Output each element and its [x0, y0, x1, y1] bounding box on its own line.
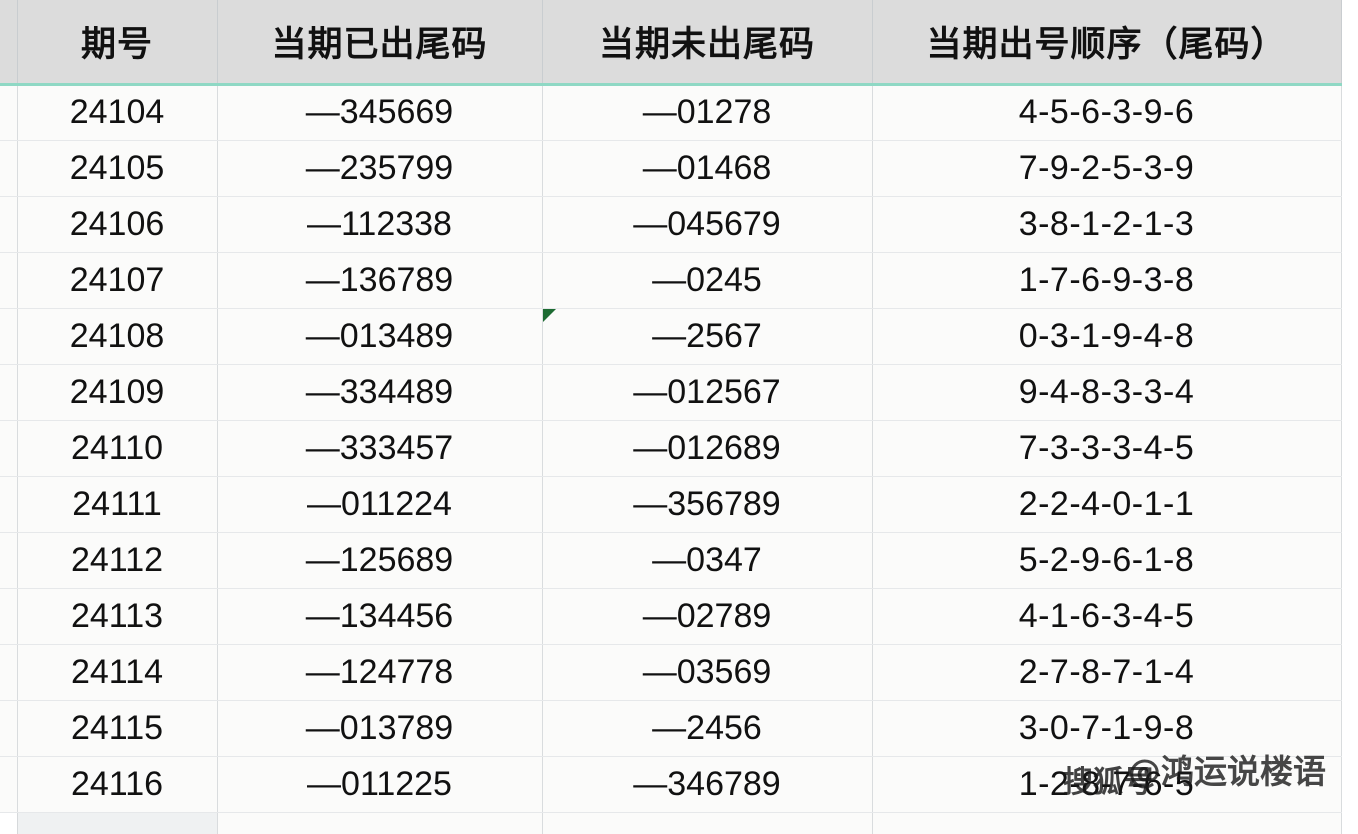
- cell-missing-tail-codes[interactable]: —356789: [542, 476, 873, 533]
- cell-draw-order[interactable]: 2-2-4-0-1-1: [872, 476, 1342, 533]
- cell-period[interactable]: 24116: [17, 756, 218, 813]
- row-gutter-cell: [0, 644, 18, 701]
- cell-period[interactable]: 24104: [17, 84, 218, 141]
- cell-missing-tail-codes[interactable]: —346789: [542, 756, 873, 813]
- table-body: 24104 —345669 —01278 4-5-6-3-9-6 24105 —23579…: [0, 84, 1342, 834]
- cell-draw-order[interactable]: 4-5-6-3-9-6: [872, 84, 1342, 141]
- column-header-draw-order[interactable]: 当期出号顺序（尾码）: [872, 0, 1342, 86]
- cell-missing-tail-codes[interactable]: —2456: [542, 700, 873, 757]
- cell-drawn-tail-codes[interactable]: —125689: [217, 532, 543, 589]
- cell-partial: [0, 812, 18, 834]
- cell-period[interactable]: 24113: [17, 588, 218, 645]
- cell-partial: [217, 812, 543, 834]
- cell-missing-tail-codes[interactable]: —0245: [542, 252, 873, 309]
- cell-draw-order[interactable]: 7-3-3-3-4-5: [872, 420, 1342, 477]
- cell-draw-order[interactable]: 9-4-8-3-3-4: [872, 364, 1342, 421]
- table-row[interactable]: 24107 —136789 —0245 1-7-6-9-3-8: [0, 252, 1342, 309]
- table-row[interactable]: 24110 —333457 —012689 7-3-3-3-4-5: [0, 420, 1342, 477]
- cell-missing-tail-codes[interactable]: —2567: [542, 308, 873, 365]
- table-row[interactable]: 24112 —125689 —0347 5-2-9-6-1-8: [0, 532, 1342, 589]
- cell-missing-tail-codes[interactable]: —012689: [542, 420, 873, 477]
- cell-drawn-tail-codes[interactable]: —011225: [217, 756, 543, 813]
- row-gutter-cell: [0, 700, 18, 757]
- cell-draw-order[interactable]: 0-3-1-9-4-8: [872, 308, 1342, 365]
- cell-draw-order[interactable]: 3-0-7-1-9-8: [872, 700, 1342, 757]
- row-gutter-cell: [0, 140, 18, 197]
- cell-comment-flag-icon: [542, 308, 556, 322]
- table-row[interactable]: 24109 —334489 —012567 9-4-8-3-3-4: [0, 364, 1342, 421]
- cell-draw-order[interactable]: 5-2-9-6-1-8: [872, 532, 1342, 589]
- table-row[interactable]: 24106 —112338 —045679 3-8-1-2-1-3: [0, 196, 1342, 253]
- cell-missing-tail-codes[interactable]: —012567: [542, 364, 873, 421]
- table-header: 期号 当期已出尾码 当期未出尾码 当期出号顺序（尾码）: [0, 0, 1342, 86]
- table-row[interactable]: 24104 —345669 —01278 4-5-6-3-9-6: [0, 84, 1342, 141]
- column-header-drawn-tail-codes[interactable]: 当期已出尾码: [217, 0, 543, 86]
- column-header-period[interactable]: 期号: [17, 0, 218, 86]
- row-gutter-cell: [0, 196, 18, 253]
- cell-missing-tail-codes[interactable]: —02789: [542, 588, 873, 645]
- row-gutter-cell: [0, 364, 18, 421]
- table-row-partial[interactable]: [0, 812, 1342, 834]
- table-header-row: 期号 当期已出尾码 当期未出尾码 当期出号顺序（尾码）: [0, 0, 1342, 86]
- row-gutter-header: [0, 0, 18, 86]
- cell-period[interactable]: 24114: [17, 644, 218, 701]
- cell-drawn-tail-codes[interactable]: —124778: [217, 644, 543, 701]
- cell-period[interactable]: 24110: [17, 420, 218, 477]
- cell-drawn-tail-codes[interactable]: —333457: [217, 420, 543, 477]
- cell-period[interactable]: 24111: [17, 476, 218, 533]
- cell-missing-tail-codes[interactable]: —0347: [542, 532, 873, 589]
- cell-drawn-tail-codes[interactable]: —112338: [217, 196, 543, 253]
- cell-period[interactable]: 24105: [17, 140, 218, 197]
- cell-drawn-tail-codes[interactable]: —013489: [217, 308, 543, 365]
- row-gutter-cell: [0, 308, 18, 365]
- cell-missing-tail-codes[interactable]: —045679: [542, 196, 873, 253]
- cell-partial: [17, 812, 218, 834]
- cell-drawn-tail-codes[interactable]: —334489: [217, 364, 543, 421]
- row-gutter-cell: [0, 420, 18, 477]
- table-row[interactable]: 24105 —235799 —01468 7-9-2-5-3-9: [0, 140, 1342, 197]
- row-gutter-cell: [0, 532, 18, 589]
- cell-draw-order[interactable]: 1-2-8-7-6-5: [872, 756, 1342, 813]
- table-row[interactable]: 24111 —011224 —356789 2-2-4-0-1-1: [0, 476, 1342, 533]
- cell-drawn-tail-codes[interactable]: —013789: [217, 700, 543, 757]
- row-gutter-cell: [0, 252, 18, 309]
- cell-missing-tail-codes[interactable]: —01278: [542, 84, 873, 141]
- cell-draw-order[interactable]: 7-9-2-5-3-9: [872, 140, 1342, 197]
- table-row[interactable]: 24108 —013489 —2567 0-3-1-9-4-8: [0, 308, 1342, 365]
- cell-period[interactable]: 24108: [17, 308, 218, 365]
- row-gutter-cell: [0, 84, 18, 141]
- cell-missing-tail-codes[interactable]: —01468: [542, 140, 873, 197]
- cell-period[interactable]: 24106: [17, 196, 218, 253]
- cell-draw-order[interactable]: 1-7-6-9-3-8: [872, 252, 1342, 309]
- cell-partial: [872, 812, 1342, 834]
- cell-drawn-tail-codes[interactable]: —235799: [217, 140, 543, 197]
- cell-drawn-tail-codes[interactable]: —011224: [217, 476, 543, 533]
- table-row[interactable]: 24115 —013789 —2456 3-0-7-1-9-8: [0, 700, 1342, 757]
- column-header-missing-tail-codes[interactable]: 当期未出尾码: [542, 0, 873, 86]
- table-row[interactable]: 24114 —124778 —03569 2-7-8-7-1-4: [0, 644, 1342, 701]
- row-gutter-cell: [0, 476, 18, 533]
- cell-period[interactable]: 24109: [17, 364, 218, 421]
- cell-period[interactable]: 24112: [17, 532, 218, 589]
- cell-period[interactable]: 24115: [17, 700, 218, 757]
- cell-draw-order[interactable]: 3-8-1-2-1-3: [872, 196, 1342, 253]
- table-row[interactable]: 24113 —134456 —02789 4-1-6-3-4-5: [0, 588, 1342, 645]
- table-row[interactable]: 24116 —011225 —346789 1-2-8-7-6-5: [0, 756, 1342, 813]
- cell-partial: [542, 812, 873, 834]
- cell-drawn-tail-codes[interactable]: —134456: [217, 588, 543, 645]
- cell-period[interactable]: 24107: [17, 252, 218, 309]
- row-gutter-cell: [0, 588, 18, 645]
- cell-draw-order[interactable]: 2-7-8-7-1-4: [872, 644, 1342, 701]
- row-gutter-cell: [0, 756, 18, 813]
- cell-missing-tail-codes[interactable]: —03569: [542, 644, 873, 701]
- cell-drawn-tail-codes[interactable]: —345669: [217, 84, 543, 141]
- cell-drawn-tail-codes[interactable]: —136789: [217, 252, 543, 309]
- cell-draw-order[interactable]: 4-1-6-3-4-5: [872, 588, 1342, 645]
